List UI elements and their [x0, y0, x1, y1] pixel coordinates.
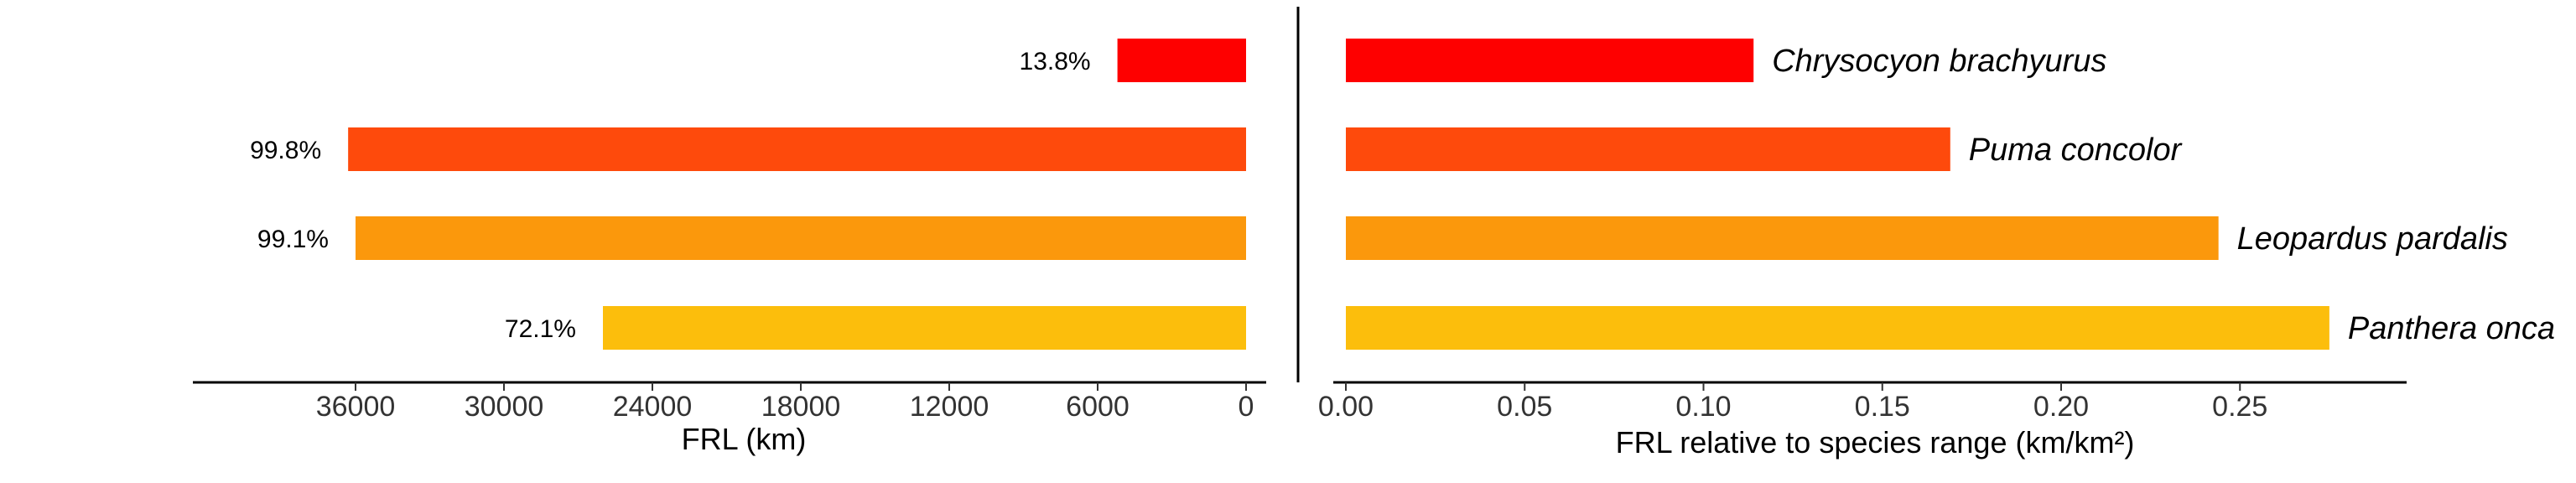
left-bar-percent-label: 72.1%: [505, 315, 576, 343]
right-bar: [1346, 306, 2329, 350]
left-bar: [348, 127, 1246, 171]
species-label: Chrysocyon brachyurus: [1772, 44, 2106, 79]
right-bar-group: Chrysocyon brachyurus Puma concolor Leopar…: [1346, 39, 2555, 350]
left-tick-label: 0: [1239, 391, 1254, 423]
right-tick-label: 0.25: [2212, 391, 2267, 423]
right-x-axis-title: FRL relative to species range (km/km²): [1616, 425, 2135, 460]
left-tick-label: 12000: [910, 391, 989, 423]
right-tick-label: 0.20: [2033, 391, 2089, 423]
species-label: Leopardus pardalis: [2237, 221, 2508, 257]
left-tick-group: 36000 30000 24000 18000 12000 6000 0: [316, 382, 1254, 423]
left-bar-group: 13.8% 99.8% 99.1% 72.1%: [250, 39, 1246, 350]
right-bar: [1346, 39, 1754, 82]
left-bar-percent-label: 99.8%: [250, 137, 321, 164]
left-bar: [1117, 39, 1246, 82]
right-tick-group: 0.00 0.05 0.10 0.15 0.20 0.25: [1318, 382, 2267, 423]
left-tick-label: 6000: [1066, 391, 1130, 423]
left-bar: [603, 306, 1246, 350]
right-tick-label: 0.05: [1497, 391, 1552, 423]
right-tick-label: 0.10: [1675, 391, 1731, 423]
species-label: Puma concolor: [1969, 132, 2183, 168]
right-tick-label: 0.00: [1318, 391, 1374, 423]
left-tick-label: 18000: [761, 391, 841, 423]
species-label: Panthera onca: [2348, 311, 2555, 346]
right-bar: [1346, 127, 1950, 171]
left-tick-label: 30000: [465, 391, 544, 423]
left-tick-label: 24000: [613, 391, 693, 423]
right-bar: [1346, 216, 2219, 260]
left-bar-percent-label: 13.8%: [1020, 48, 1091, 75]
left-bar: [356, 216, 1246, 260]
right-tick-label: 0.15: [1855, 391, 1910, 423]
left-x-axis-title: FRL (km): [682, 422, 807, 456]
left-bar-percent-label: 99.1%: [257, 226, 329, 253]
left-tick-label: 36000: [316, 391, 396, 423]
